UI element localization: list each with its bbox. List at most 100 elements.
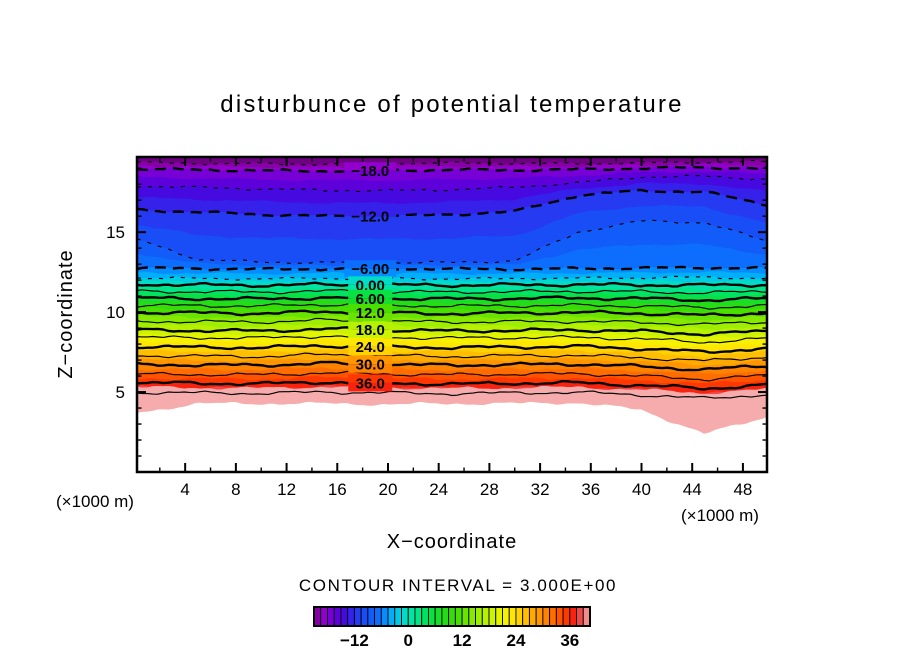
contour-line xyxy=(137,219,767,265)
contour-label: 36.0 xyxy=(356,375,385,392)
colorbar-stripe xyxy=(340,606,349,627)
figure-title: disturbunce of potential temperature xyxy=(220,91,683,118)
x-tick-label: 28 xyxy=(480,480,499,499)
contour-line xyxy=(137,334,767,344)
colorbar-stripe xyxy=(414,606,423,627)
colorbar-stripe xyxy=(427,606,436,627)
contour-fill-fade-band xyxy=(137,385,767,434)
contour-label-mask xyxy=(348,289,393,299)
colorbar-stripe xyxy=(495,606,503,627)
contour-line xyxy=(137,188,767,219)
contour-line xyxy=(137,360,767,372)
contour-label-mask xyxy=(344,207,397,217)
contour-label: 18.0 xyxy=(356,322,385,339)
contour-line xyxy=(137,352,767,362)
x-axis-title: X−coordinate xyxy=(387,531,517,553)
colorbar-tick-label: 24 xyxy=(506,631,525,650)
colorbar-stripe xyxy=(508,606,517,627)
colorbar-stripe xyxy=(569,606,577,627)
colorbar-stripe xyxy=(481,606,490,627)
colorbar-stripe xyxy=(421,606,429,627)
x-tick-label: 48 xyxy=(733,480,752,499)
y-axis-title: Z−coordinate xyxy=(55,249,77,378)
contour-line xyxy=(137,326,767,337)
contour-label-mask xyxy=(348,298,393,307)
contour-label-mask xyxy=(348,321,393,330)
colorbar-frame xyxy=(313,606,591,627)
z-axis-unit-label: (×1000 m) xyxy=(56,492,134,511)
contour-label-mask xyxy=(348,284,393,294)
contour-fill-layer xyxy=(137,157,767,434)
colorbar-tick-label: 36 xyxy=(560,631,579,650)
contour-line xyxy=(137,302,767,310)
colorbar-stripe xyxy=(576,606,584,627)
colorbar-stripe xyxy=(528,606,537,627)
contour-label: −6.00 xyxy=(351,261,389,278)
colorbar-stripe xyxy=(374,606,382,627)
contour-label-mask xyxy=(348,355,393,365)
colorbar-stripe xyxy=(582,606,591,627)
contour-line-layer xyxy=(137,159,767,399)
contour-label-mask xyxy=(344,260,397,269)
colorbar-stripe xyxy=(488,606,497,627)
x-tick-label: 32 xyxy=(531,480,550,499)
contour-interval-label: CONTOUR INTERVAL = 3.000E+00 xyxy=(299,576,617,595)
contour-line xyxy=(137,165,767,174)
colorbar-stripe xyxy=(448,606,456,627)
colorbar-stripe xyxy=(441,606,450,627)
contour-label-mask xyxy=(348,304,393,313)
colorbar-stripe xyxy=(387,606,396,627)
contour-label-mask xyxy=(344,216,397,225)
contour-label: 30.0 xyxy=(356,357,385,374)
colorbar-stripe xyxy=(461,606,470,627)
z-tick-label: 10 xyxy=(106,303,125,322)
contour-line xyxy=(137,265,767,272)
contour-label: 24.0 xyxy=(356,339,385,356)
contour-label: 12.0 xyxy=(356,305,385,322)
z-tick-label: 5 xyxy=(116,383,125,402)
colorbar-stripe xyxy=(401,606,409,627)
contour-label-mask xyxy=(344,268,397,278)
colorbar-stripe xyxy=(367,606,376,627)
contour-label-mask xyxy=(348,329,393,339)
colorbar-stripe xyxy=(353,606,362,627)
x-tick-label: 4 xyxy=(180,480,189,499)
x-tick-label: 12 xyxy=(277,480,296,499)
x-tick-label: 16 xyxy=(328,480,347,499)
x-tick-label: 8 xyxy=(231,480,240,499)
contour-label-mask xyxy=(344,162,397,171)
contour-line xyxy=(137,343,767,354)
colorbar-stripe xyxy=(502,606,510,627)
contour-line xyxy=(137,370,767,382)
contour-line xyxy=(137,295,767,303)
contour-label-mask xyxy=(348,374,393,383)
colorbar-stripe xyxy=(320,606,328,627)
contour-label-mask xyxy=(348,346,393,356)
colorbar-tick-label: −12 xyxy=(340,631,369,650)
z-tick-label: 15 xyxy=(106,223,125,242)
colorbar-stripe xyxy=(468,606,477,627)
plot-border xyxy=(135,155,769,474)
colorbar-stripe xyxy=(454,606,463,627)
x-tick-label: 40 xyxy=(632,480,651,499)
contour-label-mask xyxy=(348,338,393,347)
colorbar-stripe xyxy=(549,606,557,627)
contour-line xyxy=(137,390,767,399)
contour-label: −18.0 xyxy=(351,163,389,180)
colorbar-stripe xyxy=(313,606,322,627)
contour-line xyxy=(137,281,767,289)
colorbar-stripe xyxy=(522,606,530,627)
colorbar-stripe xyxy=(360,606,369,627)
colorbar-stripe xyxy=(555,606,564,627)
colorbar-stripe xyxy=(333,606,342,627)
colorbar-stripe xyxy=(562,606,571,627)
contour-line xyxy=(137,379,767,391)
colorbar-stripe xyxy=(394,606,402,627)
contour-label-mask xyxy=(348,312,393,322)
colorbar-stripe xyxy=(542,606,551,627)
contour-label-mask xyxy=(348,382,393,392)
contour-label-mask xyxy=(348,276,393,285)
